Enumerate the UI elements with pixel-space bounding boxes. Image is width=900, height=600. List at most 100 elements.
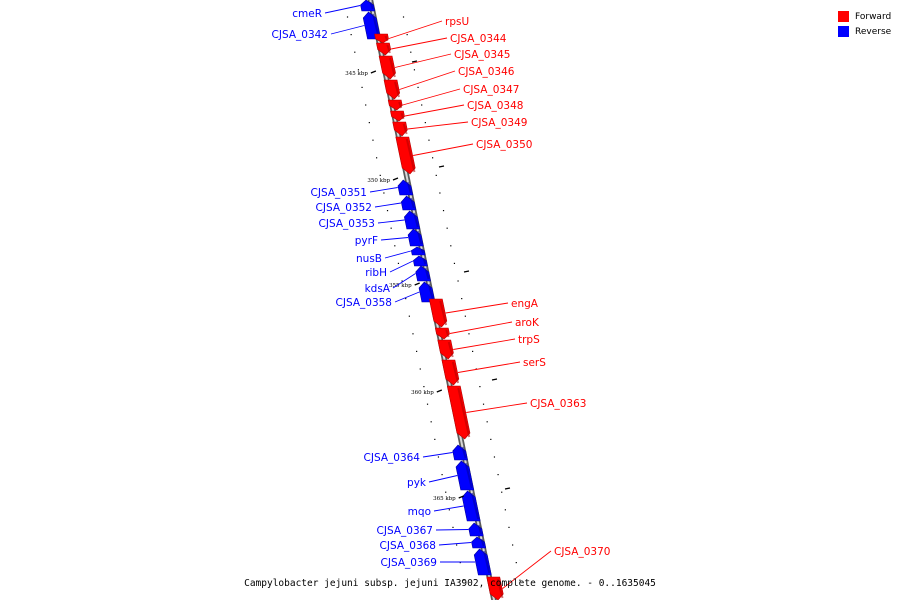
gene-shade [410,197,415,209]
gene-leader [369,187,398,193]
gene-leader [402,88,461,106]
gene-CJSA_0342[interactable] [362,11,381,40]
gene-CJSA_0369[interactable] [473,548,492,576]
gene-label: CJSA_0370 [554,546,610,558]
ruler: 345 kbp 350 kbp 355 kbp 360 kbp 365 kbp [345,60,511,502]
gene-leader [407,121,469,130]
gene-mqo[interactable] [461,490,481,522]
gene-pyrF[interactable] [407,228,424,247]
gene-glyph[interactable] [455,460,475,491]
ruler-tick [392,177,399,181]
gene-trpS[interactable] [437,339,454,360]
ruler-tick [438,165,445,168]
gene-engA[interactable] [428,298,448,328]
gene-glyph[interactable] [410,246,426,256]
gene-leader [449,321,513,334]
gene-glyph[interactable] [418,281,436,303]
gene-glyph[interactable] [468,522,484,537]
gene-shade [389,57,396,78]
gene-glyph[interactable] [397,179,414,196]
gene-leader [377,219,405,224]
gene-shade [439,300,448,326]
gene-leader [388,20,443,39]
gene-label: pyk [407,477,427,489]
gene-shade [372,13,380,38]
ruler-tick [370,70,377,74]
gene-leader [428,475,458,483]
gene-label: rpsU [445,16,469,28]
gene-glyph[interactable] [360,0,376,12]
gene-label: CJSA_0342 [272,29,328,41]
gene-label: CJSA_0353 [319,218,375,230]
gene-CJSA_0364[interactable] [452,444,468,461]
gene-leader [453,338,516,350]
gene-label: CJSA_0348 [467,100,523,112]
gene-CJSA_0345[interactable] [378,55,396,80]
gene-CJSA_0348[interactable] [390,110,405,122]
gene-CJSA_0346[interactable] [383,79,401,100]
legend-forward: Forward [838,9,900,24]
reverse-swatch [838,26,849,37]
gene-label: CJSA_0347 [463,84,519,96]
gene-glyph[interactable] [407,228,424,247]
gene-glyph[interactable] [452,444,468,461]
gene-glyph[interactable] [473,548,492,576]
gene-pyk[interactable] [455,460,475,491]
gene-CJSA_0347[interactable] [387,99,403,111]
gene-CJSA_0352[interactable] [400,195,417,211]
gene-serS[interactable] [441,359,460,386]
gene-leader [404,104,465,117]
gene-CJSA_0368[interactable] [471,536,487,549]
gene-kdsA[interactable] [415,265,431,282]
gene-shade [482,550,491,574]
gene-glyph[interactable] [362,11,381,40]
ruler-label: 350 kbp [367,178,390,184]
genes [360,0,504,600]
gene-shade [461,446,467,459]
gene-shade [447,341,454,358]
legend-forward-label: Forward [855,11,892,22]
gene-cmeR[interactable] [360,0,376,12]
ruler-label: 365 kbp [433,496,456,502]
gene-glyph[interactable] [446,385,471,440]
gene-CJSA_0350[interactable] [395,136,416,175]
gene-nusB[interactable] [410,246,426,256]
gene-label: kdsA [365,283,391,295]
gene-CJSA_0367[interactable] [468,522,484,537]
gene-shade [424,267,430,280]
gene-glyph[interactable] [471,536,487,549]
gene-rpsU[interactable] [374,33,389,44]
gene-shade [402,123,408,135]
gene-shade [445,329,450,338]
gene-shade [394,81,400,98]
gene-leader [438,542,472,546]
gene-glyph[interactable] [400,195,417,211]
gene-CJSA_0363[interactable] [446,385,471,440]
gene-shade [477,524,483,535]
gene-glyph[interactable] [395,136,416,175]
gene-CJSA_0358[interactable] [418,281,436,303]
gene-CJSA_0349[interactable] [392,121,408,137]
gene-label: CJSA_0363 [530,398,586,410]
gene-CJSA_0344[interactable] [376,42,392,56]
ruler-label: 345 kbp [345,71,368,77]
gene-shade [464,462,473,489]
gene-CJSA_0351[interactable] [397,179,414,196]
gene-shade [416,230,423,245]
gene-leader [433,505,464,512]
ruler-tick [463,270,470,273]
gene-label: CJSA_0345 [454,49,510,61]
gene-label: CJSA_0346 [458,66,515,78]
ruler-tick [458,495,464,499]
gene-label: cmeR [292,8,322,20]
ruler-tick [504,487,511,490]
gene-glyph[interactable] [415,265,431,282]
gene-aroK[interactable] [434,327,450,340]
gene-CJSA_0353[interactable] [404,210,421,230]
gene-label: CJSA_0350 [476,139,532,151]
gene-leader [413,143,474,156]
gene-CJSA_0370[interactable] [486,576,504,600]
gene-label: engA [511,298,539,310]
gene-leader [391,37,448,50]
gene-leader [394,291,420,303]
